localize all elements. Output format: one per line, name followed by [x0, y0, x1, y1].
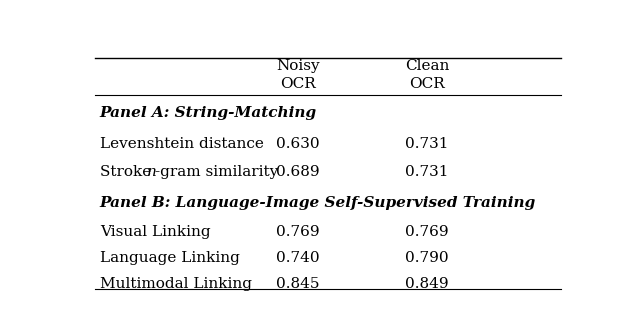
Text: 0.845: 0.845 — [276, 277, 320, 291]
Text: 0.731: 0.731 — [406, 165, 449, 179]
Text: -gram similarity: -gram similarity — [156, 165, 278, 179]
Text: Clean
OCR: Clean OCR — [405, 59, 449, 91]
Text: 0.769: 0.769 — [276, 225, 320, 239]
Text: Stroke: Stroke — [100, 165, 156, 179]
Text: Panel B: Language-Image Self-Supervised Training: Panel B: Language-Image Self-Supervised … — [100, 196, 536, 210]
Text: 0.849: 0.849 — [405, 277, 449, 291]
Text: Visual Linking: Visual Linking — [100, 225, 211, 239]
Text: 0.790: 0.790 — [405, 251, 449, 265]
Text: Multimodal Linking: Multimodal Linking — [100, 277, 252, 291]
Text: Noisy
OCR: Noisy OCR — [276, 59, 320, 91]
Text: Levenshtein distance: Levenshtein distance — [100, 137, 264, 151]
Text: Language Linking: Language Linking — [100, 251, 240, 265]
Text: 0.630: 0.630 — [276, 137, 320, 151]
Text: Panel A: String-Matching: Panel A: String-Matching — [100, 106, 317, 120]
Text: n: n — [147, 165, 156, 179]
Text: 0.689: 0.689 — [276, 165, 320, 179]
Text: 0.769: 0.769 — [405, 225, 449, 239]
Text: 0.731: 0.731 — [406, 137, 449, 151]
Text: 0.740: 0.740 — [276, 251, 320, 265]
